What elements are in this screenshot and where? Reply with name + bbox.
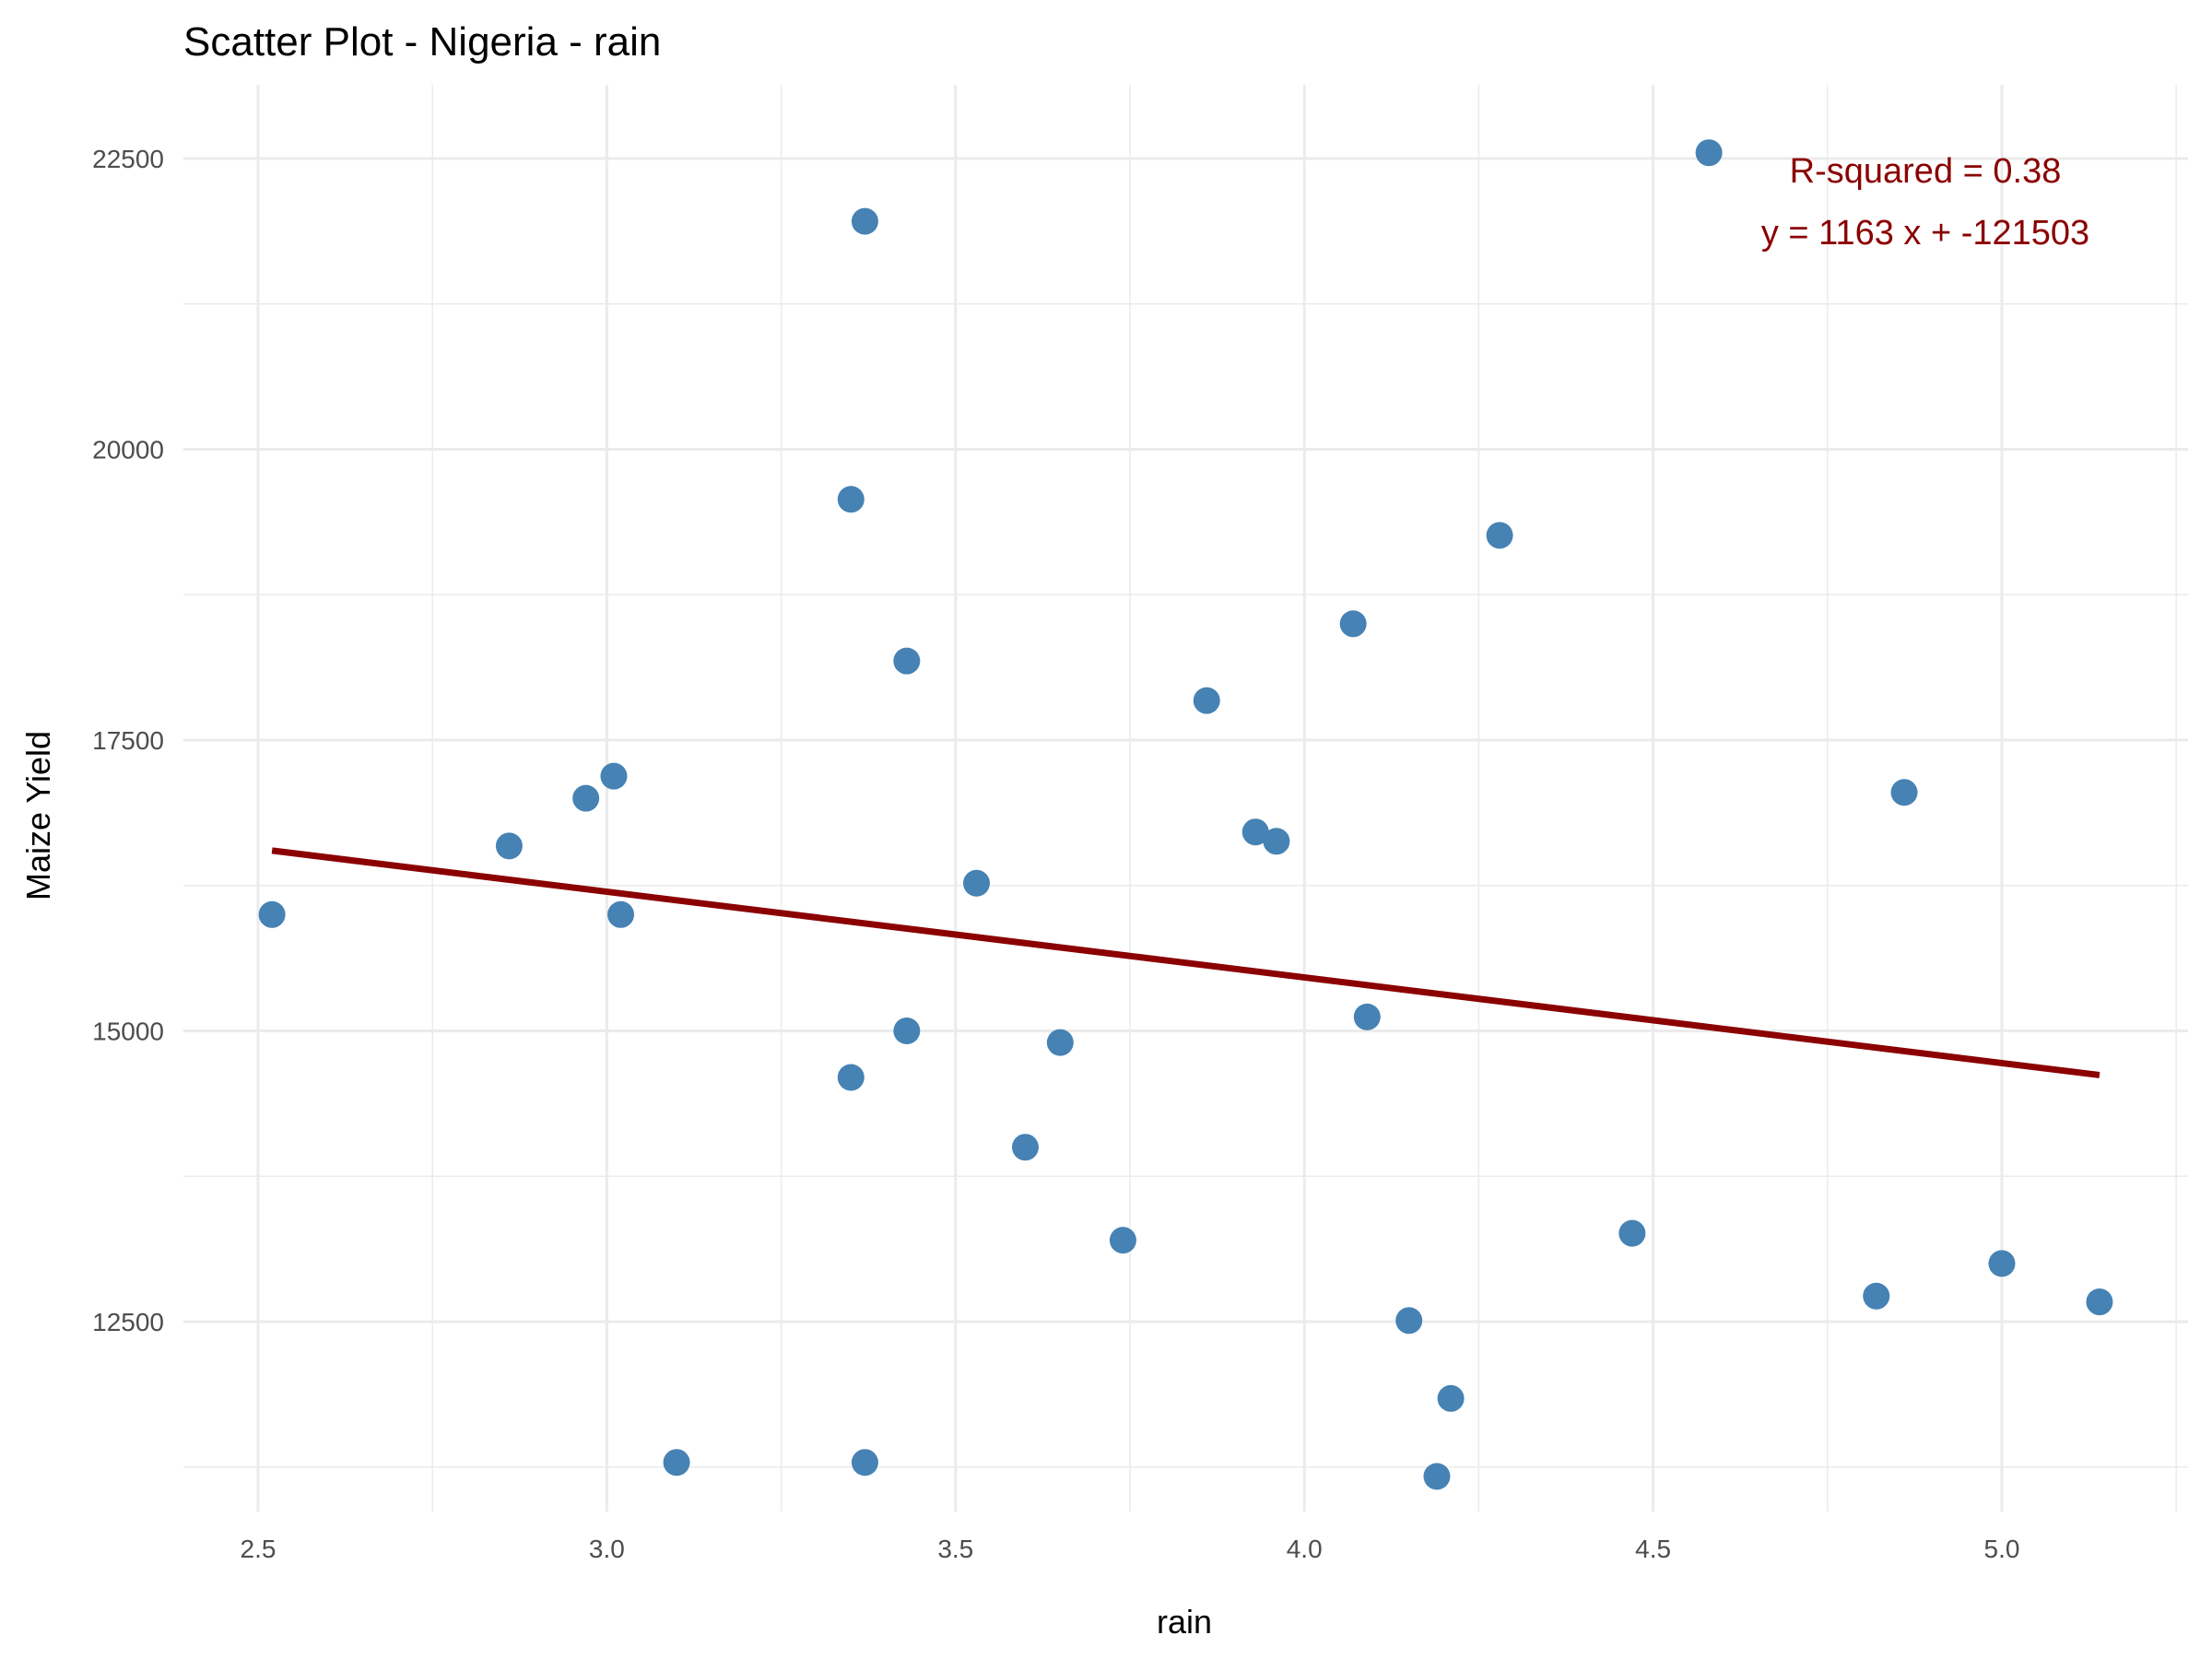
scatter-point — [607, 900, 635, 928]
scatter-point — [1395, 1307, 1423, 1335]
y-tick-label: 17500 — [92, 726, 164, 755]
scatter-point — [1353, 1003, 1381, 1030]
x-tick-label: 3.5 — [937, 1535, 973, 1563]
chart-title: Scatter Plot - Nigeria - rain — [183, 19, 661, 65]
scatter-point — [1046, 1029, 1074, 1056]
scatter-point — [663, 1449, 690, 1477]
r-squared-annotation: R-squared = 0.38 — [1790, 152, 2062, 191]
y-axis-title: Maize Yield — [19, 731, 57, 900]
scatter-point — [1695, 139, 1723, 167]
scatter-point — [851, 1449, 878, 1477]
scatter-point — [1618, 1219, 1646, 1247]
scatter-point — [1263, 828, 1290, 855]
regression-equation-annotation: y = 1163 x + -121503 — [1761, 214, 2089, 253]
x-tick-label: 5.0 — [1984, 1535, 2020, 1563]
scatter-point — [1890, 779, 1918, 806]
x-tick-label: 2.5 — [241, 1535, 276, 1563]
scatter-point — [893, 1018, 921, 1044]
scatter-point — [1193, 687, 1220, 714]
scatter-point — [2086, 1288, 2113, 1316]
scatter-point — [1423, 1463, 1451, 1490]
y-tick-label: 20000 — [92, 436, 164, 465]
y-tick-label: 22500 — [92, 145, 164, 173]
grid-layer — [183, 85, 2188, 1512]
x-tick-label: 4.0 — [1287, 1535, 1323, 1563]
regression-line — [271, 847, 2100, 1078]
scatter-point — [1241, 818, 1269, 846]
scatter-point — [1988, 1250, 2016, 1277]
y-tick-label: 12500 — [92, 1308, 164, 1336]
scatter-point — [1339, 610, 1367, 638]
scatter-point — [1437, 1384, 1465, 1412]
scatter-point — [572, 784, 600, 812]
x-axis-title: rain — [1157, 1603, 1212, 1641]
scatter-point — [1863, 1282, 1890, 1310]
scatter-point — [893, 647, 921, 675]
x-tick-label: 4.5 — [1635, 1535, 1671, 1563]
y-tick-label: 15000 — [92, 1018, 164, 1046]
scatter-point — [851, 207, 878, 235]
scatter-point — [837, 1064, 865, 1091]
scatter-point — [1011, 1134, 1039, 1161]
fit-line-layer — [271, 847, 2100, 1078]
scatter-point — [837, 486, 865, 513]
scatter-point — [258, 900, 286, 928]
x-tick-label: 3.0 — [589, 1535, 625, 1563]
scatter-point — [495, 832, 523, 860]
scatter-point — [1486, 522, 1513, 549]
scatter-point — [1109, 1227, 1136, 1254]
scatter-point — [600, 762, 628, 790]
tick-label-layer: 2.5 3.0 3.5 4.0 4.5 5.0 12500 15000 17500 20000 22… — [92, 145, 2019, 1563]
scatter-point — [963, 869, 991, 897]
points-layer — [258, 139, 2113, 1490]
